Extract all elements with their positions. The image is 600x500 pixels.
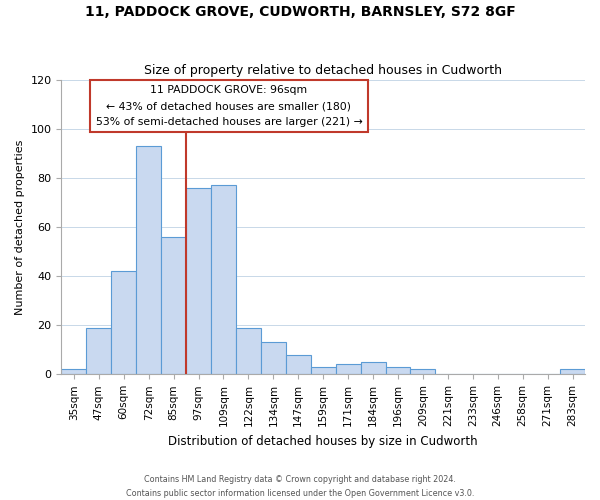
Bar bbox=[86, 328, 111, 374]
X-axis label: Distribution of detached houses by size in Cudworth: Distribution of detached houses by size … bbox=[169, 434, 478, 448]
Bar bbox=[311, 367, 335, 374]
Bar bbox=[335, 364, 361, 374]
Title: Size of property relative to detached houses in Cudworth: Size of property relative to detached ho… bbox=[144, 64, 502, 77]
Bar bbox=[111, 271, 136, 374]
Text: Contains HM Land Registry data © Crown copyright and database right 2024.
Contai: Contains HM Land Registry data © Crown c… bbox=[126, 476, 474, 498]
Bar bbox=[211, 185, 236, 374]
Bar bbox=[560, 370, 585, 374]
Bar bbox=[261, 342, 286, 374]
Text: 11, PADDOCK GROVE, CUDWORTH, BARNSLEY, S72 8GF: 11, PADDOCK GROVE, CUDWORTH, BARNSLEY, S… bbox=[85, 5, 515, 19]
Text: 11 PADDOCK GROVE: 96sqm
← 43% of detached houses are smaller (180)
53% of semi-d: 11 PADDOCK GROVE: 96sqm ← 43% of detache… bbox=[95, 86, 362, 126]
Bar bbox=[136, 146, 161, 374]
Bar bbox=[61, 370, 86, 374]
Bar bbox=[386, 367, 410, 374]
Y-axis label: Number of detached properties: Number of detached properties bbox=[15, 139, 25, 314]
Bar bbox=[361, 362, 386, 374]
Bar bbox=[286, 354, 311, 374]
Bar bbox=[186, 188, 211, 374]
Bar bbox=[410, 370, 436, 374]
Bar bbox=[161, 237, 186, 374]
Bar bbox=[236, 328, 261, 374]
